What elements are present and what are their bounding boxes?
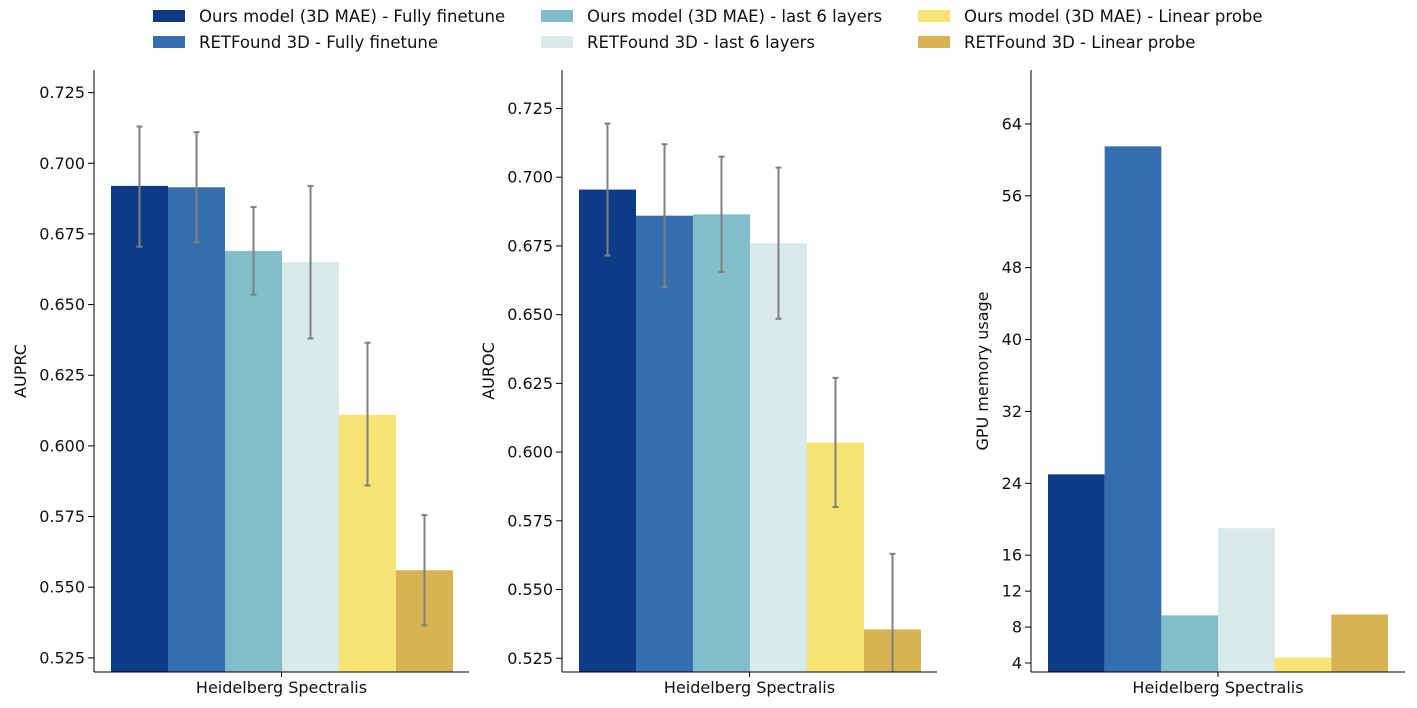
y-tick-label: 40 bbox=[1002, 330, 1022, 349]
y-tick-label: 48 bbox=[1002, 258, 1022, 277]
bar-ours-last-6-layers bbox=[225, 250, 282, 672]
y-tick-label: 0.725 bbox=[507, 99, 553, 118]
y-tick-label: 0.675 bbox=[507, 236, 553, 255]
y-tick-label: 0.650 bbox=[39, 295, 85, 314]
y-tick-label: 32 bbox=[1002, 402, 1022, 421]
bar-retfound-fully-finetune bbox=[636, 215, 693, 672]
error-bar-ours-linear-probe bbox=[832, 376, 839, 509]
y-tick-label: 16 bbox=[1002, 546, 1022, 565]
error-bar-retfound-last-6-layers bbox=[307, 184, 314, 340]
y-tick-label: 4 bbox=[1012, 654, 1022, 673]
legend-swatch-ours-last-6-layers bbox=[541, 10, 573, 22]
y-tick-label: 0.525 bbox=[507, 649, 553, 668]
x-tick-label: Heidelberg Spectralis bbox=[1132, 678, 1303, 697]
chart-legend: Ours model (3D MAE) - Fully finetune RET… bbox=[0, 0, 1417, 58]
y-tick-label: 0.550 bbox=[39, 578, 85, 597]
y-tick-label: 64 bbox=[1002, 114, 1022, 133]
error-bar-retfound-linear-probe bbox=[421, 514, 428, 627]
bar-retfound-fully-finetune bbox=[1104, 146, 1162, 672]
bar-ours-fully-finetune bbox=[111, 185, 168, 672]
error-bar-retfound-linear-probe bbox=[889, 552, 896, 672]
error-bar-retfound-fully-finetune bbox=[661, 143, 668, 289]
legend-swatch-ours-fully-finetune bbox=[153, 10, 185, 22]
legend-label: Ours model (3D MAE) - last 6 layers bbox=[587, 6, 883, 26]
legend-label: Ours model (3D MAE) - Linear probe bbox=[964, 6, 1263, 26]
error-bar-ours-fully-finetune bbox=[604, 122, 611, 257]
y-tick-label: 12 bbox=[1002, 582, 1022, 601]
bar-ours-fully-finetune bbox=[1048, 474, 1105, 672]
bar-ours-fully-finetune bbox=[579, 189, 636, 672]
y-tick-label: 0.625 bbox=[507, 374, 553, 393]
y-tick-label: 8 bbox=[1012, 618, 1022, 637]
legend-item-retfound-last-6-layers: RETFound 3D - last 6 layers bbox=[541, 32, 815, 52]
legend-item-ours-fully-finetune: Ours model (3D MAE) - Fully finetune bbox=[153, 6, 505, 26]
y-tick-label: 0.575 bbox=[507, 511, 553, 530]
x-tick-label: Heidelberg Spectralis bbox=[196, 678, 367, 697]
y-tick-label: 0.650 bbox=[507, 305, 553, 324]
legend-label: RETFound 3D - Fully finetune bbox=[199, 32, 439, 52]
legend-item-ours-last-6-layers: Ours model (3D MAE) - last 6 layers bbox=[541, 6, 882, 26]
bar-ours-linear-probe bbox=[1274, 657, 1332, 672]
y-axis-label: AUROC bbox=[479, 342, 498, 400]
legend-swatch-retfound-last-6-layers bbox=[541, 36, 573, 48]
y-tick-label: 0.575 bbox=[39, 507, 85, 526]
y-axis-label: AUPRC bbox=[11, 344, 30, 398]
bar-ours-last-6-layers bbox=[1161, 615, 1219, 672]
error-bar-retfound-last-6-layers bbox=[775, 166, 782, 320]
y-axis-label: GPU memory usage bbox=[973, 291, 992, 450]
bar-retfound-fully-finetune bbox=[168, 187, 225, 673]
legend-label: Ours model (3D MAE) - Fully finetune bbox=[199, 6, 506, 26]
legend-item-retfound-linear-probe: RETFound 3D - Linear probe bbox=[918, 32, 1195, 52]
auroc-chart: 0.525 0.550 0.575 0.600 0.625 0.650 0.675 0.700… bbox=[479, 70, 937, 697]
legend-label: RETFound 3D - last 6 layers bbox=[587, 32, 815, 52]
y-tick-label: 0.725 bbox=[39, 83, 85, 102]
y-tick-label: 0.700 bbox=[39, 154, 85, 173]
y-tick-label: 0.600 bbox=[39, 436, 85, 455]
y-tick-label: 0.675 bbox=[39, 224, 85, 243]
y-tick-label: 24 bbox=[1002, 474, 1022, 493]
y-tick-label: 0.600 bbox=[507, 443, 553, 462]
error-bar-ours-last-6-layers bbox=[718, 155, 725, 274]
legend-label: RETFound 3D - Linear probe bbox=[964, 32, 1196, 52]
bar-ours-last-6-layers bbox=[693, 214, 750, 672]
y-tick-label: 0.550 bbox=[507, 580, 553, 599]
legend-swatch-retfound-fully-finetune bbox=[153, 36, 185, 48]
y-tick-label: 0.525 bbox=[39, 648, 85, 667]
y-tick-label: 0.625 bbox=[39, 366, 85, 385]
bar-retfound-linear-probe bbox=[1331, 614, 1389, 672]
x-tick-label: Heidelberg Spectralis bbox=[664, 678, 835, 697]
error-bar-ours-last-6-layers bbox=[250, 206, 257, 296]
y-tick-label: 56 bbox=[1002, 186, 1022, 205]
y-tick-label: 0.700 bbox=[507, 168, 553, 187]
legend-swatch-retfound-linear-probe bbox=[918, 36, 950, 48]
auprc-chart: 0.525 0.550 0.575 0.600 0.625 0.650 0.675 0.700… bbox=[11, 70, 469, 697]
error-bar-retfound-fully-finetune bbox=[193, 131, 200, 244]
legend-item-ours-linear-probe: Ours model (3D MAE) - Linear probe bbox=[918, 6, 1263, 26]
legend-item-retfound-fully-finetune: RETFound 3D - Fully finetune bbox=[153, 32, 438, 52]
error-bar-ours-linear-probe bbox=[364, 341, 371, 487]
bar-retfound-last-6-layers bbox=[1218, 528, 1275, 672]
legend-swatch-ours-linear-probe bbox=[918, 10, 950, 22]
error-bar-ours-fully-finetune bbox=[136, 125, 143, 248]
